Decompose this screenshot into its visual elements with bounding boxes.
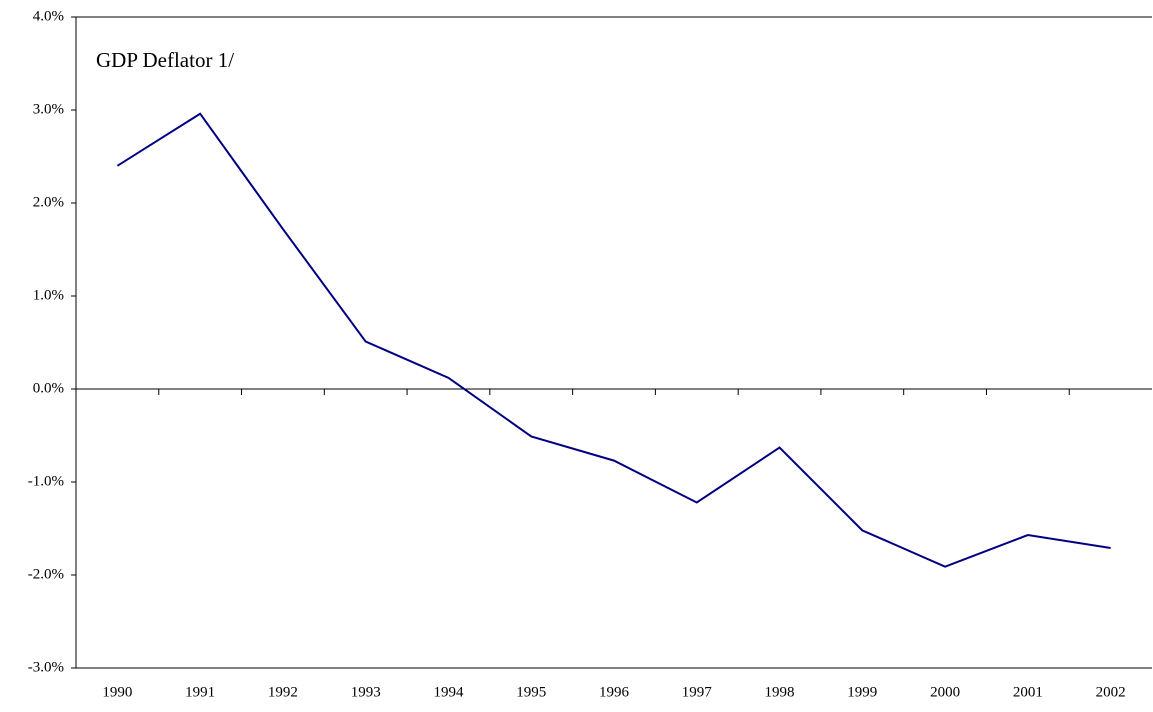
y-tick-label: -2.0% [28, 566, 64, 582]
x-tick-label: 1992 [268, 684, 298, 700]
x-tick-label: 1990 [102, 684, 132, 700]
y-tick-label: -1.0% [28, 473, 64, 489]
x-tick-label: 2000 [930, 684, 960, 700]
y-tick-label: 0.0% [33, 380, 64, 396]
x-tick-label: 1991 [185, 684, 215, 700]
x-tick-label: 1997 [682, 684, 713, 700]
x-tick-label: 1995 [516, 684, 546, 700]
y-tick-label: 1.0% [33, 287, 64, 303]
x-tick-label: 1999 [847, 684, 877, 700]
x-tick-label: 1993 [351, 684, 381, 700]
x-tick-label: 1996 [599, 684, 630, 700]
x-tick-label: 2002 [1096, 684, 1126, 700]
y-tick-label: 2.0% [33, 194, 64, 210]
x-tick-label: 2001 [1013, 684, 1043, 700]
x-tick-label: 1998 [765, 684, 795, 700]
chart-title: GDP Deflator 1/ [96, 48, 234, 72]
y-tick-label: 3.0% [33, 101, 64, 117]
x-tick-label: 1994 [433, 684, 464, 700]
data-line [116, 112, 1111, 568]
y-tick-label: 4.0% [33, 8, 64, 24]
y-tick-label: -3.0% [28, 659, 64, 675]
